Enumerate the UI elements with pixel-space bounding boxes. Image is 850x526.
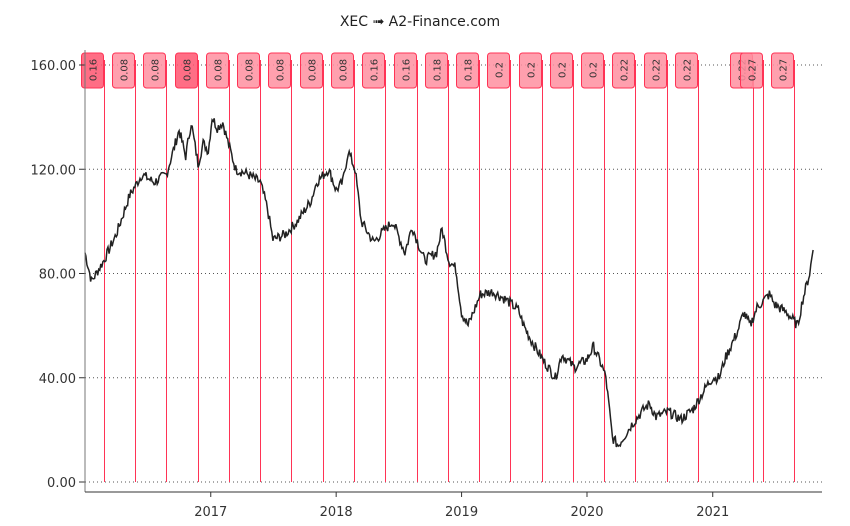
dividend-label: 0.27 <box>748 59 759 81</box>
dividend-label: 0.2 <box>527 62 538 78</box>
dividend-marker <box>206 52 229 89</box>
dividend-marker <box>675 52 698 89</box>
dividend-marker <box>394 52 417 89</box>
dividend-label: 0.22 <box>620 59 631 81</box>
dividend-marker <box>425 52 448 89</box>
dividend-marker <box>456 52 479 89</box>
dividend-marker <box>740 52 763 89</box>
dividend-label: 0.2 <box>495 62 506 78</box>
dividend-label: 0.18 <box>464 59 475 81</box>
dividend-label: 0.16 <box>402 59 413 81</box>
dividend-marker <box>519 52 542 89</box>
dividend-label: 0.08 <box>245 59 256 81</box>
dividend-marker <box>237 52 260 89</box>
dividend-marker <box>487 52 510 89</box>
x-tick-label: 2019 <box>445 505 478 520</box>
y-tick-label: 0.00 <box>47 476 76 491</box>
dividend-label: 0.08 <box>308 59 319 81</box>
dividend-label: 0.08 <box>339 59 350 81</box>
dividend-marker <box>362 52 385 89</box>
dividend-marker <box>331 52 354 89</box>
dividend-label: 0.18 <box>433 59 444 81</box>
dividend-label: 0.2 <box>589 62 600 78</box>
dividend-label: 0.22 <box>683 59 694 81</box>
x-tick-label: 2018 <box>320 505 353 520</box>
dividend-marker <box>612 52 635 89</box>
dividend-label: 0.08 <box>151 59 162 81</box>
dividend-label: 0.27 <box>779 59 790 81</box>
dividend-label: 0.22 <box>652 59 663 81</box>
dividend-marker <box>771 52 794 89</box>
x-tick-label: 2017 <box>194 505 227 520</box>
y-tick-label: 80.00 <box>39 268 76 283</box>
y-tick-label: 160.00 <box>31 59 77 74</box>
chart-title: XEC ➟ A2-Finance.com <box>340 14 500 30</box>
dividend-marker <box>81 52 104 89</box>
dividend-marker <box>112 52 135 89</box>
dividend-label: 0.08 <box>120 59 131 81</box>
y-tick-label: 40.00 <box>39 372 76 387</box>
dividend-marker <box>175 52 198 89</box>
x-tick-label: 2020 <box>570 505 603 520</box>
dividend-marker <box>268 52 291 89</box>
dividend-label: 0.16 <box>89 59 100 81</box>
y-tick-label: 120.00 <box>31 163 77 178</box>
dividend-label: 0.08 <box>276 59 287 81</box>
dividend-marker <box>581 52 604 89</box>
dividend-label: 0.16 <box>370 59 381 81</box>
dividend-label: 0.08 <box>214 59 225 81</box>
price-line <box>84 118 814 448</box>
dividend-label: 0.2 <box>558 62 569 78</box>
dividend-marker <box>143 52 166 89</box>
dividend-marker <box>550 52 573 89</box>
dividend-marker <box>644 52 667 89</box>
dividend-label: 0.08 <box>183 59 194 81</box>
dividend-marker <box>300 52 323 89</box>
x-tick-label: 2021 <box>696 505 729 520</box>
